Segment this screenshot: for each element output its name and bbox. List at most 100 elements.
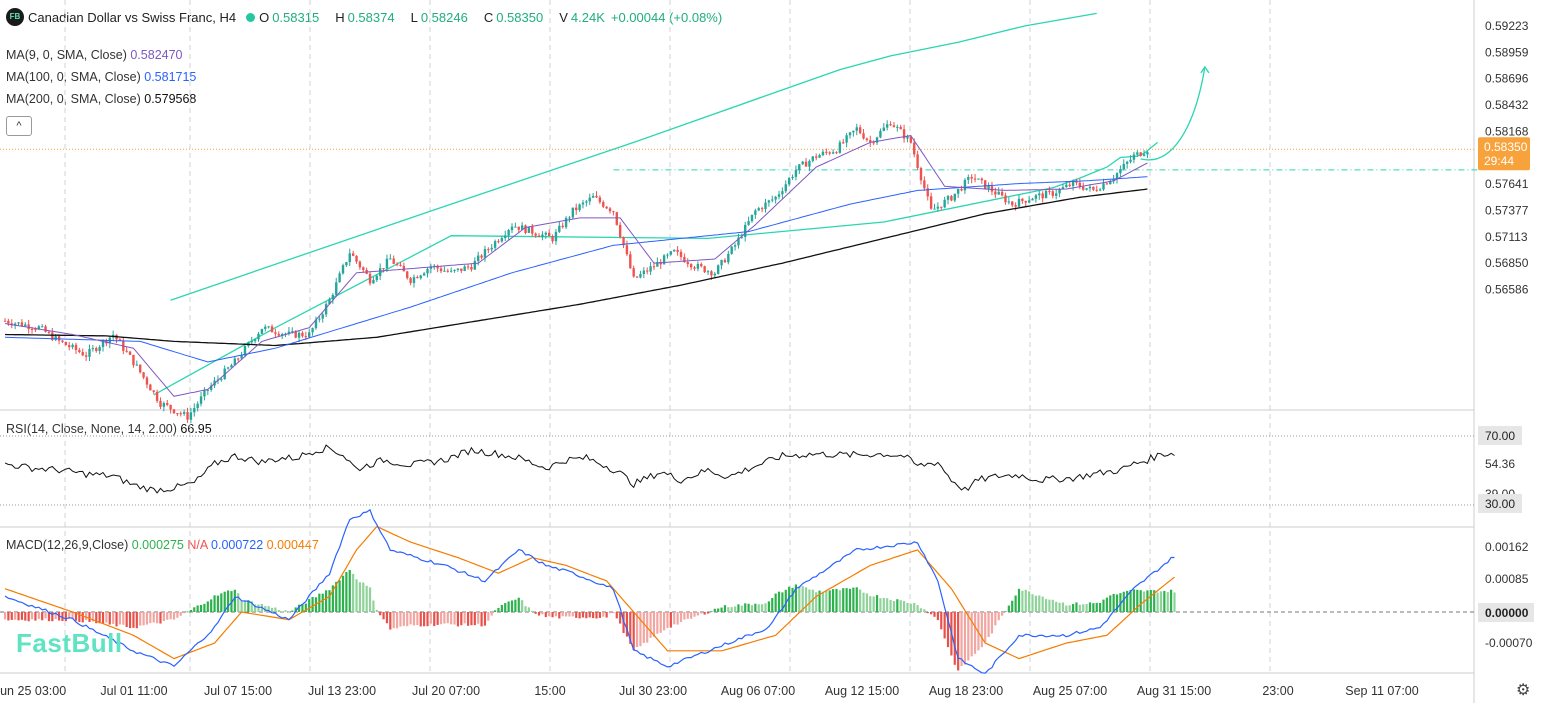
- macd-histogram-bar: [835, 588, 838, 612]
- macd-histogram-bar: [1061, 602, 1065, 612]
- price-axis-tick: 0.58168: [1485, 124, 1529, 138]
- macd-histogram-bar: [281, 611, 284, 613]
- ma100-legend[interactable]: MA(100, 0, SMA, Close) 0.581715: [6, 70, 196, 84]
- macd-histogram-bar: [7, 612, 10, 621]
- macd-histogram-bar: [541, 612, 544, 615]
- candle-body: [463, 266, 466, 271]
- candle-body: [835, 152, 838, 154]
- macd-histogram-bar: [777, 591, 781, 612]
- macd-histogram-bar: [663, 612, 666, 631]
- rsi-legend[interactable]: RSI(14, Close, None, 14, 2.00) 66.95: [6, 422, 212, 436]
- macd-histogram-bar: [27, 612, 30, 622]
- macd-histogram-bar: [44, 612, 47, 619]
- macd-histogram-bar: [409, 612, 412, 625]
- macd-histogram-bar: [602, 612, 605, 617]
- macd-histogram-bar: [68, 612, 71, 619]
- ma200-legend[interactable]: MA(200, 0, SMA, Close) 0.579568: [6, 92, 196, 106]
- macd-histogram-bar: [348, 570, 351, 612]
- macd-histogram-bar: [551, 612, 554, 618]
- candle-body: [1000, 191, 1004, 196]
- ma9-value: 0.582470: [130, 48, 183, 62]
- macd-histogram-bar: [625, 612, 629, 637]
- macd-histogram-bar: [896, 599, 899, 612]
- macd-histogram-bar: [10, 612, 13, 620]
- candle-body: [1105, 183, 1109, 185]
- macd-histogram-bar: [571, 612, 574, 617]
- macd-histogram-bar: [1051, 599, 1054, 612]
- macd-histogram-bar: [220, 593, 223, 612]
- candle-body: [7, 320, 10, 324]
- macd-histogram-bar: [585, 612, 588, 619]
- candle-body: [1082, 186, 1085, 190]
- macd-histogram-bar: [940, 612, 943, 630]
- ma200-value: 0.579568: [144, 92, 197, 106]
- macd-histogram-bar: [1021, 590, 1024, 612]
- macd-histogram-bar: [761, 604, 764, 612]
- candle-body: [1004, 195, 1007, 203]
- macd-label: MACD(12,26,9,Close): [6, 538, 129, 552]
- macd-histogram-bar: [740, 605, 743, 612]
- candle-body: [1129, 159, 1132, 162]
- collapse-legend-button[interactable]: ^: [6, 116, 32, 136]
- macd-histogram-bar: [673, 612, 676, 625]
- candle-body: [1054, 193, 1058, 196]
- candle-body: [568, 217, 571, 219]
- price-axis-tick: 0.57377: [1485, 203, 1529, 217]
- macd-histogram-bar: [162, 612, 165, 622]
- candle-body: [541, 234, 544, 237]
- candle-body: [1011, 201, 1014, 206]
- candle-body: [642, 270, 646, 275]
- candle-body: [875, 137, 879, 143]
- macd-histogram-bar: [706, 612, 710, 614]
- macd-histogram-bar: [115, 612, 118, 627]
- candle-body: [686, 262, 689, 265]
- candle-body: [91, 348, 95, 350]
- macd-histogram-bar: [345, 571, 348, 612]
- macd-histogram-bar: [730, 607, 733, 612]
- candle-body: [68, 345, 71, 348]
- time-axis-tick: 15:00: [534, 684, 565, 698]
- macd-histogram-bar: [994, 612, 997, 626]
- candle-body: [1068, 184, 1071, 187]
- macd-histogram-bar: [531, 610, 534, 612]
- macd-histogram-bar: [308, 599, 311, 612]
- macd-histogram-bar: [54, 612, 57, 620]
- macd-histogram-bar: [443, 612, 446, 624]
- candle-body: [101, 340, 105, 347]
- macd-histogram-bar: [930, 612, 933, 615]
- macd-histogram-bar: [510, 600, 514, 612]
- macd-histogram-bar: [37, 612, 40, 619]
- candle-body: [706, 271, 710, 273]
- macd-histogram-bar: [1004, 611, 1007, 613]
- candle-body: [943, 199, 946, 208]
- macd-histogram-bar: [294, 607, 297, 612]
- candle-body: [179, 413, 182, 415]
- macd-histogram-bar: [189, 609, 192, 612]
- macd-histogram-bar: [524, 606, 527, 612]
- candle-body: [639, 274, 642, 278]
- candle-body: [193, 408, 196, 413]
- candle-body: [335, 282, 338, 295]
- macd-histogram-bar: [710, 611, 713, 613]
- macd-histogram-bar: [159, 612, 162, 624]
- candle-body: [896, 126, 899, 128]
- macd-legend[interactable]: MACD(12,26,9,Close) 0.000275 N/A 0.00072…: [6, 538, 319, 552]
- macd-histogram-bar: [237, 593, 240, 612]
- candle-body: [1146, 152, 1149, 155]
- ma9-legend[interactable]: MA(9, 0, SMA, Close) 0.582470: [6, 48, 183, 62]
- symbol-title[interactable]: Canadian Dollar vs Swiss Franc, H4: [28, 9, 237, 25]
- macd-histogram-bar: [1082, 604, 1085, 612]
- time-axis-tick: Jul 13 23:00: [308, 684, 376, 698]
- candle-body: [199, 396, 203, 404]
- macd-histogram-bar: [379, 612, 382, 616]
- macd-histogram-bar: [899, 600, 902, 612]
- macd-histogram-bar: [352, 573, 355, 612]
- candle-body: [514, 226, 517, 228]
- gear-icon[interactable]: ⚙: [1516, 682, 1531, 699]
- macd-histogram-bar: [439, 612, 443, 625]
- macd-signal-value: 0.000447: [266, 538, 319, 552]
- macd-histogram-bar: [81, 612, 84, 623]
- macd-histogram-bar: [166, 612, 169, 620]
- candle-body: [409, 278, 412, 283]
